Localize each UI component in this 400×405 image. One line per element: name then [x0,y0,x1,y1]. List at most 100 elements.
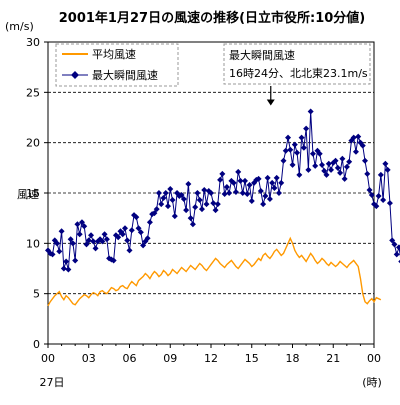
max-gust-point [312,162,319,169]
max-gust-point [305,166,312,173]
max-gust-point [144,235,151,242]
max-gust-point [83,241,90,248]
max-gust-point [49,251,56,258]
max-gust-point [377,171,384,178]
y-axis-label: 風速 [17,188,39,201]
max-gust-point [275,190,282,196]
y-tick-label: 15 [26,187,40,200]
max-gust-point [63,258,70,265]
max-gust-point [285,134,292,141]
max-gust-point [384,166,391,173]
max-gust-point [332,157,339,164]
max-gust-point [343,163,350,170]
x-tick-label: 21 [326,352,340,365]
max-gust-point [337,169,344,176]
max-gust-point [246,181,253,188]
legend: 平均風速 最大瞬間風速 [55,43,179,87]
max-gust-point [352,148,359,155]
max-gust-point [140,242,147,249]
max-gust-point [56,248,63,255]
max-gust-point [296,171,303,178]
annotation-arrowhead [266,99,275,106]
max-gust-point [248,198,255,205]
max-gust-point [278,179,285,186]
max-gust-point [328,166,335,173]
y-tick-label: 20 [26,137,40,150]
max-gust-point [316,150,323,157]
max-gust-point [386,200,393,207]
x-tick-label: 09 [163,352,177,365]
max-gust-point [321,167,328,174]
x-tick-label: 15 [245,352,259,365]
max-gust-point [128,227,135,234]
max-gust-point [81,223,88,230]
max-gust-point [300,144,307,151]
x-tick-label: 12 [204,352,218,365]
max-gust-point [237,177,244,184]
max-gust-point [54,240,61,247]
annotation-line1: 最大瞬間風速 [229,48,295,62]
max-gust-point [223,183,230,190]
max-gust-point [307,108,314,115]
max-gust-point [373,203,380,210]
max-gust-point [124,237,131,244]
max-gust-point [255,175,262,182]
x-axis-unit: (時) [362,376,382,389]
legend-label-max: 最大瞬間風速 [92,68,158,82]
max-gust-point [65,266,72,273]
max-gust-point [260,201,267,208]
max-gust-point [368,192,375,199]
x-tick-label: 06 [123,352,137,365]
max-gust-point [395,244,400,251]
max-gust-point [194,190,201,196]
max-gust-point [294,149,301,156]
max-gust-point [74,221,81,228]
max-gust-point [198,206,205,213]
max-gust-point [169,197,176,204]
y-tick-label: 10 [26,237,40,250]
max-gust-point [178,192,185,199]
y-tick-label: 5 [33,288,40,301]
max-gust-point [239,190,246,196]
max-gust-point [103,236,110,243]
x-tick-label: 03 [82,352,96,365]
max-gust-point [101,231,108,238]
y-axis-ticks: 0 5 10 15 20 25 30 [26,36,48,351]
max-gust-point [219,170,226,177]
max-gust-point [99,238,106,245]
max-gust-point [88,232,95,239]
max-gust-point [171,213,178,220]
max-gust-point [153,206,160,213]
max-gust-point [362,157,369,164]
max-gust-point [226,190,233,196]
legend-marker-max [71,71,79,79]
max-gust-point [167,185,174,192]
max-gust-point [203,201,210,208]
max-gust-point [126,247,133,254]
max-gust-point [185,180,192,187]
max-gust-point [241,177,248,184]
max-gust-point [155,190,162,196]
max-gust-point [235,168,242,175]
max-gust-point [382,160,389,167]
max-gust-point [244,191,251,198]
max-gust-point [187,215,194,222]
max-gust-point [221,191,228,198]
max-gust-point [67,236,74,243]
max-gust-point [339,155,346,162]
max-gust-point [85,237,92,244]
max-gust-point [212,207,219,214]
max-gust-point [298,134,305,141]
annotation-line2: 16時24分、北北東23.1m/s [229,67,368,80]
max-gust-point [287,146,294,153]
y-tick-label: 0 [33,338,40,351]
max-gust-point [162,190,169,196]
max-gust-point [271,184,278,191]
max-gust-point [280,157,287,164]
max-gust-point [291,141,298,148]
max-gust-point [366,186,373,193]
max-gust-point [69,240,76,247]
max-gust-point [76,231,83,238]
max-gust-point [262,193,269,200]
series-line-max-gust [47,111,400,270]
